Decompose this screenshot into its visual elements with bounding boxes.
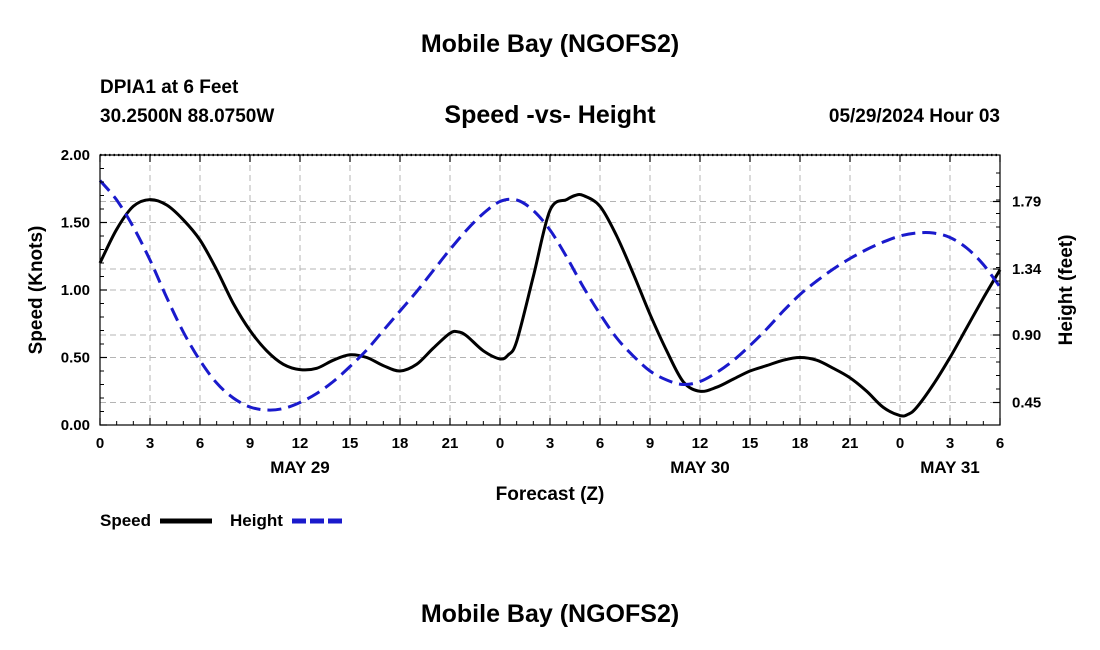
x-tick-label: 12 [292, 435, 309, 452]
y2-axis-label: Height (feet) [1056, 235, 1077, 346]
x-tick-label: 15 [342, 435, 359, 452]
speed-height-chart: 0 3 6 9 12 15 18 21 0 3 6 9 12 15 18 21 0 3 6 MAY 29 MAY 30 M… [26, 147, 1077, 530]
station-coords: 30.2500N 88.0750W [100, 106, 275, 127]
x-tick-label: 0 [896, 435, 904, 452]
x-date-label: MAY 31 [920, 458, 980, 477]
x-tick-label: 3 [146, 435, 154, 452]
x-tick-label: 21 [842, 435, 859, 452]
station-name: DPIA1 at 6 Feet [100, 77, 239, 98]
page-title: Mobile Bay (NGOFS2) [420, 30, 680, 58]
x-tick-label: 12 [692, 435, 709, 452]
y2-tick-label: 1.34 [1012, 261, 1042, 278]
x-tick-label: 18 [392, 435, 409, 452]
x-tick-label: 9 [646, 435, 654, 452]
y-tick-label: 0.00 [61, 417, 90, 434]
x-tick-label: 15 [742, 435, 759, 452]
x-tick-label: 9 [246, 435, 254, 452]
x-tick-label: 3 [946, 435, 954, 452]
x-tick-label: 6 [196, 435, 204, 452]
y2-tick-label: 1.79 [1012, 194, 1041, 211]
x-tick-label: 0 [96, 435, 104, 452]
x-tick-label: 18 [792, 435, 809, 452]
chart-title: Speed -vs- Height [444, 101, 656, 129]
y-tick-label: 2.00 [61, 147, 90, 164]
x-axis-label: Forecast (Z) [496, 484, 605, 505]
y-tick-label: 1.00 [61, 282, 90, 299]
x-tick-label: 6 [996, 435, 1004, 452]
chart-grid [100, 155, 1000, 425]
chart-axes: 0 3 6 9 12 15 18 21 0 3 6 9 12 15 18 21 0 3 6 MAY 29 MAY 30 M… [61, 147, 1042, 477]
x-tick-label: 6 [596, 435, 604, 452]
chart-series [98, 179, 1002, 418]
x-tick-label: 0 [496, 435, 504, 452]
speed-series-line [98, 193, 1002, 418]
x-date-label: MAY 30 [670, 458, 730, 477]
x-date-label: MAY 29 [270, 458, 330, 477]
legend-speed-label: Speed [100, 511, 151, 530]
height-series-line [98, 179, 1002, 412]
y-tick-label: 0.50 [61, 350, 90, 367]
forecast-datetime: 05/29/2024 Hour 03 [828, 106, 1000, 127]
legend-height-label: Height [230, 511, 283, 530]
y2-tick-label: 0.45 [1012, 395, 1041, 412]
x-tick-label: 3 [546, 435, 554, 452]
x-tick-label: 21 [442, 435, 459, 452]
y-axis-label: Speed (Knots) [26, 226, 47, 355]
footer-title: Mobile Bay (NGOFS2) [420, 600, 680, 628]
legend: Speed Height [100, 511, 342, 530]
y2-tick-label: 0.90 [1012, 327, 1041, 344]
y-tick-label: 1.50 [61, 215, 90, 232]
